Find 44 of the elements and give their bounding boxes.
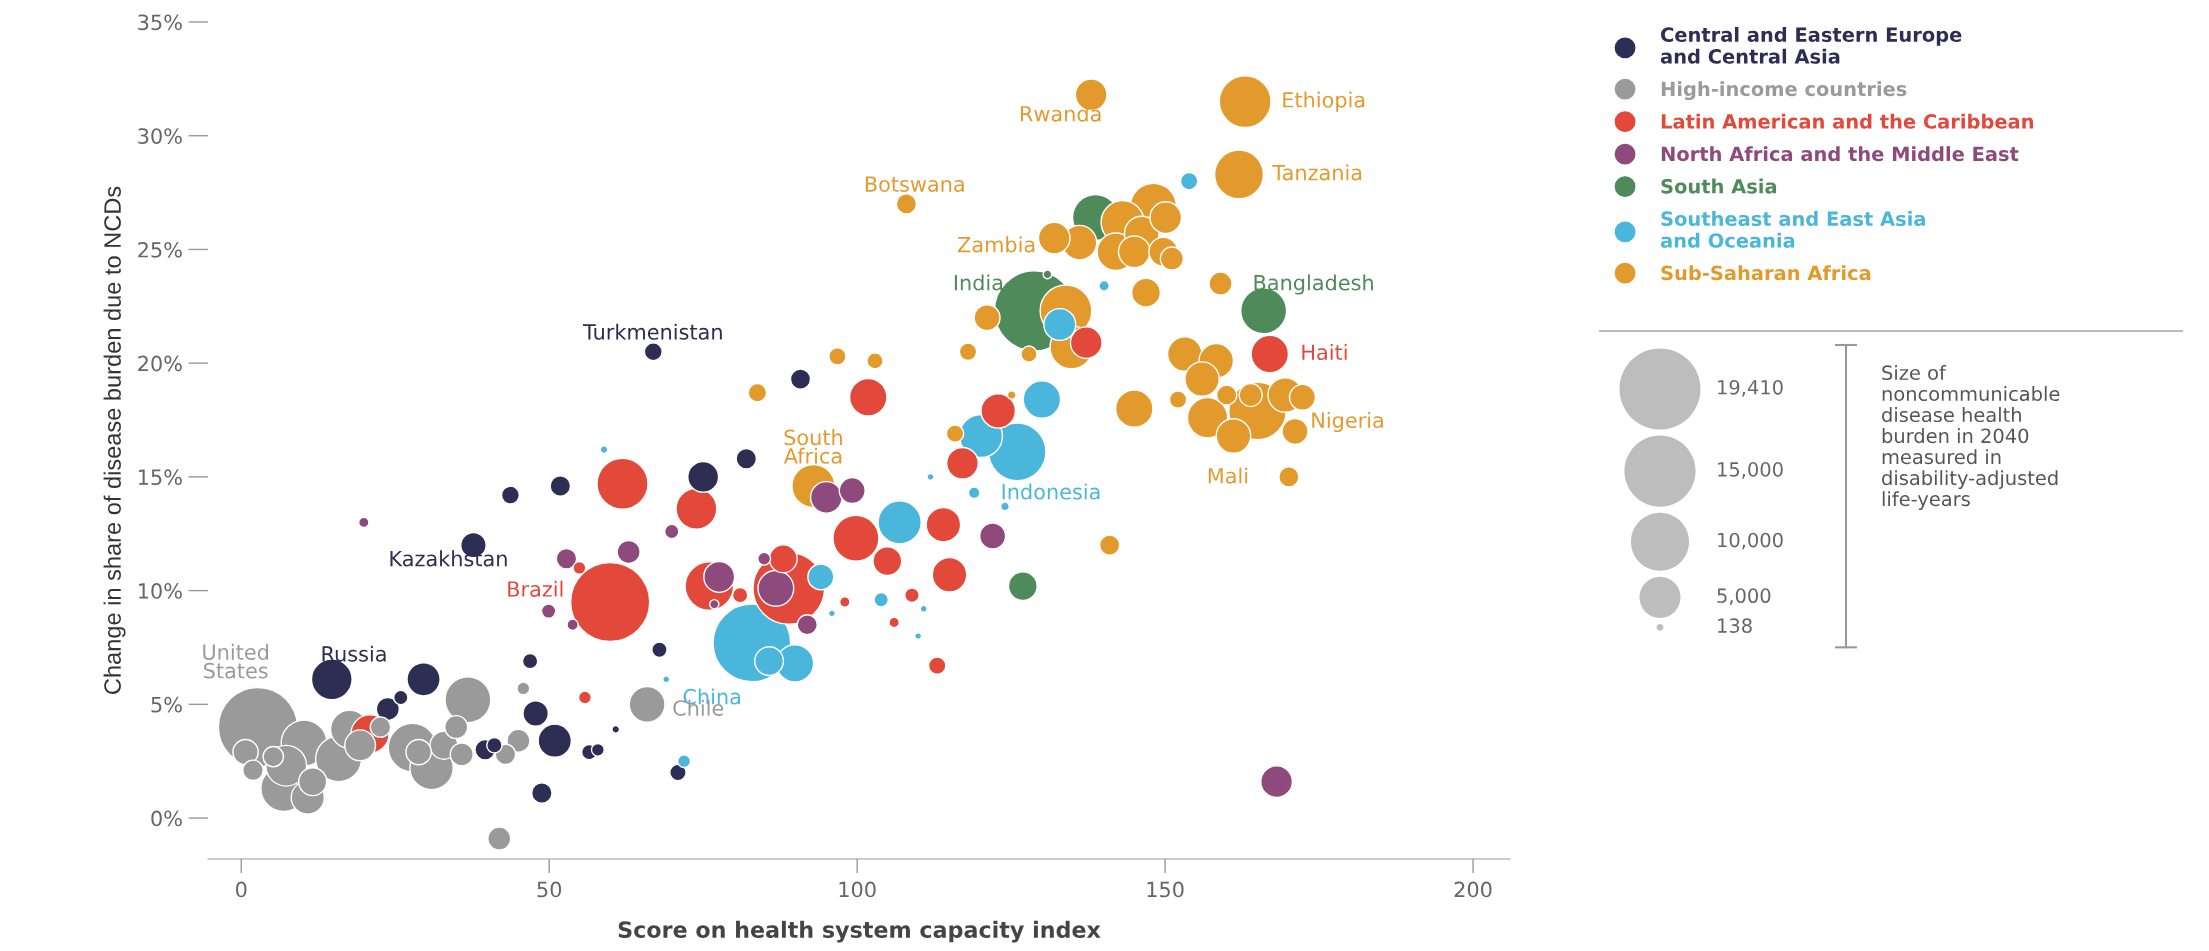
x-axis-title: Score on health system capacity index <box>618 920 1101 943</box>
annotation: Rwanda <box>1020 105 1101 122</box>
x-tick-label: 0 <box>236 881 247 898</box>
x-tick-label: 100 <box>839 881 876 898</box>
y-axis-title: Change in share of disease burden due to NCDs <box>103 186 126 694</box>
annotation: Haiti <box>1302 343 1347 361</box>
annotation: Bangladesh <box>1254 274 1373 295</box>
legend-label: Latin American and the Caribbean <box>1661 113 2034 129</box>
annotation: Mali <box>1208 467 1248 484</box>
legend-label: 10,000 <box>1718 532 1783 550</box>
y-tick-label: 20% <box>138 355 182 372</box>
annotation: Botswana <box>865 176 964 192</box>
legend-label: 138 <box>1718 618 1752 633</box>
annotation: Tanzania <box>1272 164 1362 181</box>
text: Size of noncommunicable disease health burden in 2040 measured in disability-adjusted life-years <box>1882 365 2060 511</box>
annotation: Indonesia <box>1002 483 1100 500</box>
legend-label: South Asia <box>1661 178 1777 194</box>
y-tick-label: 30% <box>138 128 182 144</box>
x-tick-label: 50 <box>537 881 562 898</box>
annotation: United States <box>203 643 268 679</box>
y-tick-label: 35% <box>138 14 182 31</box>
annotation: Nigeria <box>1312 411 1383 433</box>
legend-label: High-income countries <box>1661 81 1907 101</box>
legend-label: 19,410 <box>1718 379 1783 397</box>
annotation: Turkmenistan <box>582 323 722 340</box>
legend-label: Central and Eastern Europe and Central Asia <box>1660 26 1962 64</box>
annotation: Brazil <box>508 580 563 597</box>
annotation: Zambia <box>958 236 1035 253</box>
y-tick-label: 0% <box>151 810 182 827</box>
annotation: South Africa <box>783 429 842 464</box>
annotation: Ethiopia <box>1283 91 1365 112</box>
legend-label: Southeast and East Asia and Oceania <box>1660 211 1925 248</box>
annotation: India <box>954 274 1003 291</box>
y-tick-label: 5% <box>151 696 182 713</box>
legend-label: 5,000 <box>1717 588 1771 605</box>
x-tick-label: 200 <box>1454 881 1492 898</box>
legend-label: Sub-Saharan Africa <box>1661 265 1871 281</box>
y-tick-label: 15% <box>138 469 182 486</box>
x-tick-label: 150 <box>1147 881 1184 898</box>
y-tick-label: 25% <box>138 241 182 258</box>
annotation: Russia <box>322 645 386 662</box>
y-tick-label: 10% <box>138 583 182 599</box>
legend-label: North Africa and the Middle East <box>1661 146 2019 162</box>
legend-label: 15,000 <box>1718 462 1783 479</box>
